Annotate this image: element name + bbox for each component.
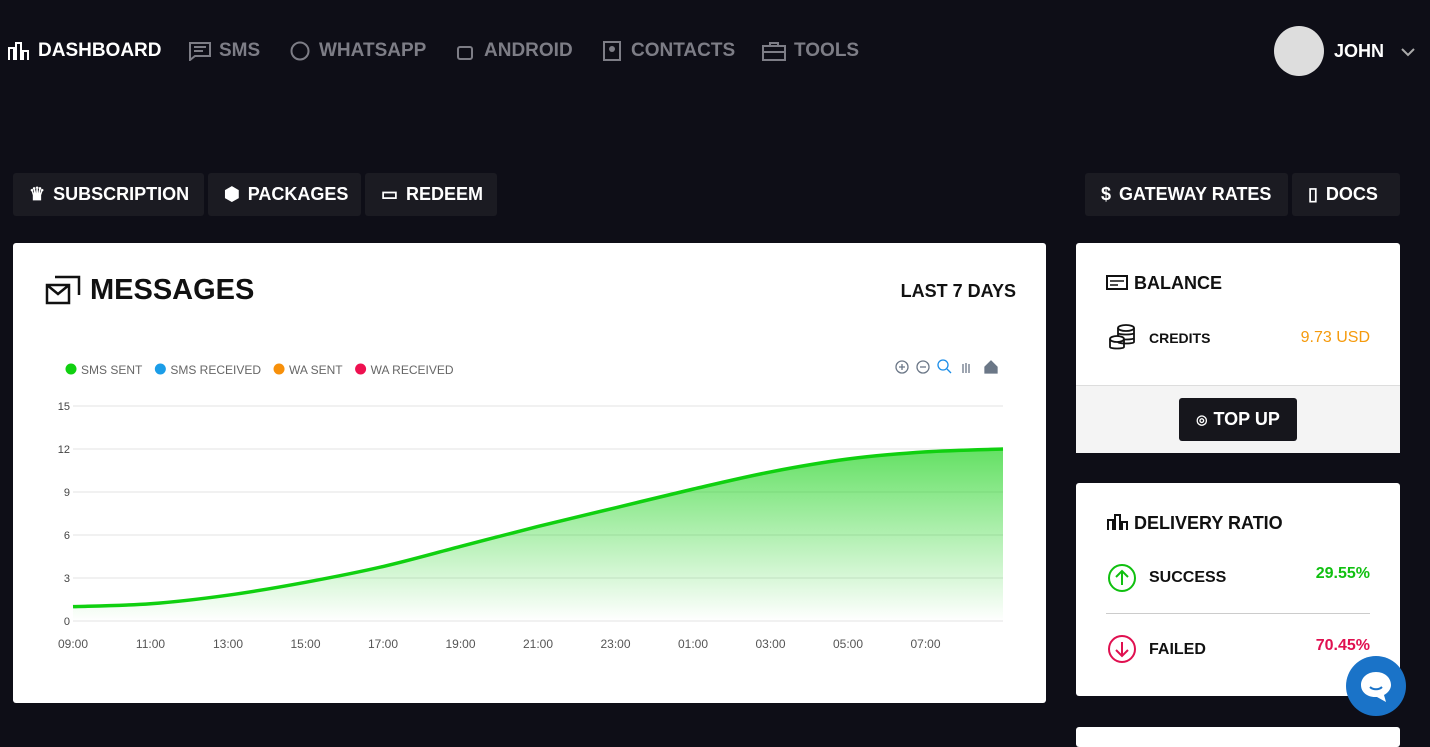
credits-value: 9.73 USD	[1300, 329, 1370, 346]
icon	[1107, 514, 1128, 530]
icon	[762, 42, 786, 61]
button-label: PACKAGES	[247, 184, 349, 204]
chat-button[interactable]	[1346, 656, 1406, 716]
y-tick-label: 6	[64, 530, 70, 542]
success-value: 29.55%	[1315, 565, 1370, 582]
x-tick-label: 07:00	[910, 637, 940, 651]
success-label: SUCCESS	[1149, 569, 1227, 586]
icon	[603, 41, 621, 61]
x-tick-label: 19:00	[445, 637, 475, 651]
nav-whatsapp[interactable]: WHATSAPP	[289, 40, 426, 62]
x-tick-label: 15:00	[290, 637, 320, 651]
icon	[1361, 672, 1391, 702]
user-menu[interactable]: JOHN	[1334, 41, 1416, 62]
failed-value: 70.45%	[1315, 637, 1370, 654]
x-tick-label: 23:00	[600, 637, 630, 651]
y-tick-label: 3	[64, 573, 70, 585]
icon	[8, 42, 29, 60]
button-label: SUBSCRIPTION	[53, 184, 190, 204]
nav-sms[interactable]: SMS	[189, 40, 260, 62]
button-label: TOP UP	[1213, 409, 1280, 429]
button-label: DOCS	[1325, 184, 1378, 204]
legend-marker	[65, 363, 77, 375]
nav-android[interactable]: ANDROID	[454, 40, 573, 62]
x-tick-label: 09:00	[58, 637, 88, 651]
x-tick-label: 13:00	[213, 637, 243, 651]
x-tick-label: 03:00	[755, 637, 785, 651]
button-label: REDEEM	[406, 184, 484, 204]
legend-label: WA RECEIVED	[371, 363, 454, 377]
icon	[45, 275, 81, 305]
button-label: GATEWAY RATES	[1119, 184, 1272, 204]
x-tick-label: 01:00	[678, 637, 708, 651]
x-tick-label: 05:00	[833, 637, 863, 651]
gateway-rates-button[interactable]: $ GATEWAY RATES	[1085, 173, 1288, 216]
nav-label: WHATSAPP	[319, 40, 427, 61]
balance-card: BALANCE CREDITS 9.73 USD ◎ TOP UP	[1076, 243, 1400, 453]
page: { "nav": { "items": ["DASHBOARD", "SMS",…	[8, 26, 1416, 747]
redeem-button[interactable]: ▭ REDEEM	[365, 173, 497, 216]
nav-tools[interactable]: TOOLS	[762, 40, 859, 62]
nav-contacts[interactable]: CONTACTS	[601, 40, 735, 62]
x-tick-label: 17:00	[368, 637, 398, 651]
nav-label: ANDROID	[484, 40, 573, 61]
icon	[290, 41, 310, 61]
y-tick-label: 9	[64, 487, 70, 499]
body: DASHBOARD SMS WHATSAPP ANDROID CONTACTS …	[8, 26, 1416, 747]
icon	[189, 42, 211, 61]
icon	[457, 46, 473, 60]
period-label[interactable]: LAST 7 DAYS	[900, 281, 1016, 301]
messages-card: MESSAGES LAST 7 DAYS 0 3 6 9 12 15 09:00 11:00 1…	[13, 243, 1046, 703]
icon	[1106, 275, 1128, 290]
icon	[1109, 324, 1135, 350]
card-title: DELIVERY RATIO	[1134, 513, 1283, 533]
legend-label: SMS RECEIVED	[170, 363, 261, 377]
nav-label: CONTACTS	[631, 40, 736, 61]
legend-marker	[154, 363, 166, 375]
x-tick-label: 21:00	[523, 637, 553, 651]
nav-label: SMS	[219, 40, 261, 61]
chart-toolbar[interactable]	[895, 359, 998, 374]
chart: 0 3 6 9 12 15 09:00 11:00 13:00 15:00 17:00 19:00 21…	[58, 359, 1004, 651]
nav-label: DASHBOARD	[38, 40, 162, 61]
topup-button[interactable]: ◎ TOP UP	[1179, 398, 1297, 441]
divider	[1106, 613, 1370, 614]
legend-marker	[273, 363, 285, 375]
packages-button[interactable]: ⬢ PACKAGES	[208, 173, 361, 216]
series-line	[72, 447, 1004, 609]
card-title: MESSAGES	[90, 274, 255, 306]
legend-marker	[355, 363, 367, 375]
avatar[interactable]	[1274, 26, 1324, 76]
x-tick-label: 11:00	[136, 637, 165, 651]
icon	[1401, 47, 1415, 56]
icon	[1108, 635, 1136, 663]
nav-label: TOOLS	[794, 40, 860, 61]
card-title: BALANCE	[1134, 273, 1222, 293]
next-card	[1076, 727, 1400, 747]
subscription-button[interactable]: ♛ SUBSCRIPTION	[13, 173, 204, 216]
icon	[1108, 564, 1136, 592]
y-tick-label: 12	[58, 444, 70, 456]
failed-label: FAILED	[1149, 641, 1206, 658]
docs-button[interactable]: ▯ DOCS	[1292, 173, 1400, 216]
legend-label: WA SENT	[289, 363, 343, 377]
y-tick-label: 15	[58, 401, 70, 413]
series-area	[73, 449, 1003, 621]
delivery-card: DELIVERY RATIO SUCCESS 29.55% FAILED 70.…	[1076, 483, 1400, 696]
nav-dashboard[interactable]: DASHBOARD	[8, 40, 162, 62]
user-name: JOHN	[1334, 41, 1385, 61]
credits-label: CREDITS	[1149, 330, 1211, 346]
legend-label: SMS SENT	[81, 363, 143, 377]
y-tick-label: 0	[64, 616, 70, 628]
